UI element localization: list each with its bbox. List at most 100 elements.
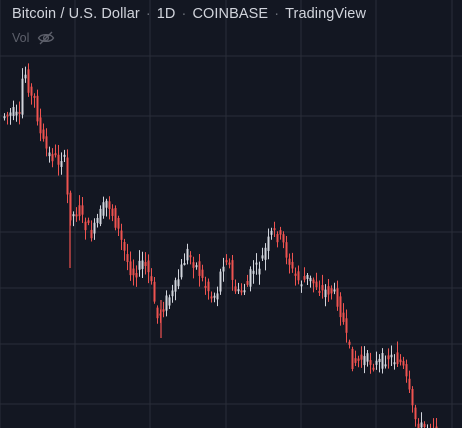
candle-body <box>378 358 381 363</box>
separator-dot: · <box>145 6 151 22</box>
candle-body <box>63 154 66 157</box>
candle-body <box>9 112 12 116</box>
candle-body <box>189 255 192 258</box>
candle-body <box>141 260 144 269</box>
separator-dot: · <box>274 6 280 22</box>
candle-body <box>60 161 63 167</box>
candle-body <box>162 309 165 312</box>
candlestick-series <box>3 63 438 428</box>
candle-body <box>117 218 120 229</box>
candle-body <box>291 261 294 269</box>
candle-body <box>72 214 75 217</box>
candle-body <box>375 360 378 365</box>
candle-body <box>87 220 90 223</box>
candle-body <box>45 136 48 149</box>
candle-body <box>27 69 30 93</box>
candle-body <box>384 364 387 367</box>
candle-body <box>30 86 33 96</box>
candle-body <box>195 265 198 268</box>
candle-body <box>414 407 417 420</box>
candle-body <box>207 281 210 292</box>
candle-body <box>351 348 354 369</box>
candle-body <box>93 222 96 234</box>
candle-body <box>183 262 186 265</box>
candle-body <box>258 268 261 275</box>
candle-body <box>15 111 18 116</box>
candle-body <box>288 258 291 265</box>
candle-body <box>408 378 411 390</box>
candle-body <box>249 269 252 287</box>
provider-label: TradingView <box>285 6 367 22</box>
candle-body <box>39 117 42 134</box>
candle-body <box>108 201 111 209</box>
candle-body <box>147 260 150 273</box>
candle-body <box>282 234 285 243</box>
candle-body <box>330 288 333 294</box>
candle-body <box>360 354 363 360</box>
candle-body <box>174 280 177 292</box>
candle-body <box>339 296 342 318</box>
candle-body <box>204 285 207 288</box>
candle-body <box>90 229 93 239</box>
candle-body <box>96 217 99 223</box>
candle-body <box>393 362 396 365</box>
candle-body <box>420 422 423 428</box>
symbol-header: Bitcoin / U.S. Dollar · 1D · COINBASE · Tradin… <box>12 6 366 22</box>
candle-body <box>333 289 336 292</box>
candle-body <box>270 230 273 235</box>
candle-body <box>246 281 249 285</box>
candle-body <box>180 264 183 278</box>
candle-body <box>99 208 102 225</box>
candle-body <box>399 359 402 363</box>
candle-body <box>357 358 360 361</box>
candle-body <box>300 284 303 287</box>
candle-body <box>255 262 258 265</box>
candle-body <box>309 277 312 282</box>
candle-body <box>264 247 267 260</box>
candle-body <box>336 288 339 307</box>
symbol-name[interactable]: Bitcoin / U.S. Dollar <box>12 6 140 22</box>
candle-body <box>12 107 15 116</box>
candle-body <box>228 262 231 265</box>
candle-body <box>177 279 180 287</box>
candle-body <box>222 266 225 272</box>
candle-body <box>294 273 297 276</box>
exchange-label: COINBASE <box>192 6 269 22</box>
volume-label[interactable]: Vol <box>12 31 30 45</box>
candle-body <box>186 248 189 261</box>
candle-body <box>36 95 39 122</box>
candle-body <box>123 241 126 251</box>
candle-body <box>78 205 81 217</box>
candle-body <box>345 318 348 333</box>
candle-body <box>168 297 171 306</box>
candle-body <box>42 129 45 139</box>
candle-body <box>417 423 420 428</box>
candle-body <box>285 242 288 258</box>
candle-body <box>396 352 399 365</box>
candle-body <box>216 293 219 300</box>
candle-body <box>435 426 438 428</box>
candle-body <box>102 202 105 216</box>
candle-body <box>48 152 51 157</box>
eye-slash-icon[interactable] <box>37 31 55 45</box>
candle-body <box>387 355 390 360</box>
candle-body <box>210 296 213 299</box>
candle-body <box>66 157 69 195</box>
candle-body <box>138 260 141 270</box>
volume-indicator-legend: Vol <box>12 31 55 45</box>
candle-body <box>261 255 264 259</box>
candle-body <box>363 356 366 366</box>
candle-body <box>369 360 372 365</box>
candle-body <box>21 78 24 115</box>
candle-body <box>273 228 276 231</box>
candle-body <box>405 364 408 377</box>
candle-body <box>297 271 300 281</box>
candle-body <box>402 361 405 366</box>
candle-body <box>321 285 324 291</box>
candle-body <box>423 423 426 427</box>
candle-body <box>126 254 129 262</box>
interval-label[interactable]: 1D <box>156 6 176 22</box>
